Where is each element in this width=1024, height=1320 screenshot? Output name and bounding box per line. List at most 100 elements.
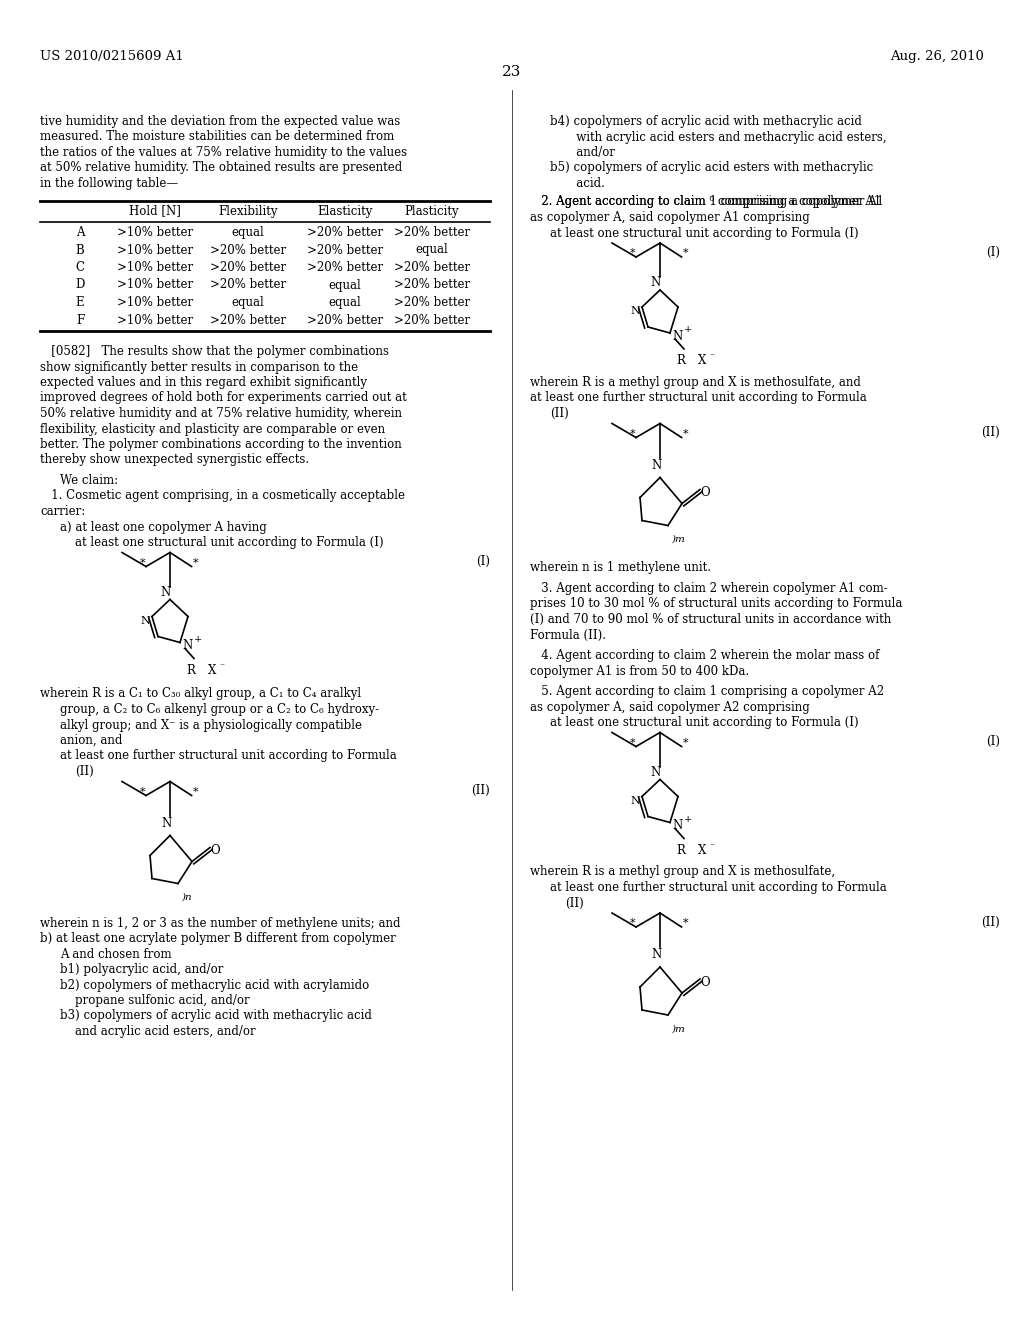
Text: N: N	[182, 639, 193, 652]
Text: as copolymer A, said copolymer A1 comprising: as copolymer A, said copolymer A1 compri…	[530, 211, 810, 224]
Text: (I) and 70 to 90 mol % of structural units in accordance with: (I) and 70 to 90 mol % of structural uni…	[530, 612, 891, 626]
Text: at 50% relative humidity. The obtained results are presented: at 50% relative humidity. The obtained r…	[40, 161, 402, 174]
Text: acid.: acid.	[565, 177, 605, 190]
Text: a) at least one copolymer A having: a) at least one copolymer A having	[60, 520, 266, 533]
Text: Formula (II).: Formula (II).	[530, 628, 606, 642]
Text: ⁻: ⁻	[709, 352, 714, 362]
Text: 2. Agent according to claim ⁰ comprising a copolymer A1: 2. Agent according to claim ⁰ comprising…	[530, 195, 882, 209]
Text: propane sulfonic acid, and/or: propane sulfonic acid, and/or	[75, 994, 250, 1007]
Text: and acrylic acid esters, and/or: and acrylic acid esters, and/or	[75, 1026, 256, 1038]
Text: >10% better: >10% better	[117, 243, 194, 256]
Text: N: N	[630, 796, 640, 805]
Text: measured. The moisture stabilities can be determined from: measured. The moisture stabilities can b…	[40, 131, 394, 144]
Text: in the following table—: in the following table—	[40, 177, 178, 190]
Text: at least one structural unit according to Formula (I): at least one structural unit according t…	[75, 536, 384, 549]
Text: >10% better: >10% better	[117, 279, 194, 292]
Text: (I): (I)	[986, 735, 1000, 748]
Text: +: +	[194, 635, 203, 644]
Text: as copolymer A, said copolymer A2 comprising: as copolymer A, said copolymer A2 compri…	[530, 701, 810, 714]
Text: N: N	[652, 949, 663, 961]
Text: 4. Agent according to claim 2 wherein the molar mass of: 4. Agent according to claim 2 wherein th…	[530, 649, 880, 663]
Text: (II): (II)	[471, 784, 490, 797]
Text: (I): (I)	[476, 554, 490, 568]
Text: E: E	[76, 296, 84, 309]
Text: R: R	[677, 355, 685, 367]
Text: *: *	[630, 738, 636, 747]
Text: >10% better: >10% better	[117, 296, 194, 309]
Text: b3) copolymers of acrylic acid with methacrylic acid: b3) copolymers of acrylic acid with meth…	[60, 1010, 372, 1023]
Text: copolymer A1 is from 50 to 400 kDa.: copolymer A1 is from 50 to 400 kDa.	[530, 664, 750, 677]
Text: *: *	[193, 787, 199, 796]
Text: R: R	[186, 664, 196, 677]
Text: wherein R is a methyl group and X is methosulfate,: wherein R is a methyl group and X is met…	[530, 866, 836, 879]
Text: >20% better: >20% better	[394, 261, 470, 275]
Text: )m: )m	[671, 1024, 685, 1034]
Text: >20% better: >20% better	[210, 314, 286, 326]
Text: +: +	[684, 814, 692, 824]
Text: equal: equal	[416, 243, 449, 256]
Text: thereby show unexpected synergistic effects.: thereby show unexpected synergistic effe…	[40, 454, 309, 466]
Text: tive humidity and the deviation from the expected value was: tive humidity and the deviation from the…	[40, 115, 400, 128]
Text: *: *	[683, 738, 688, 747]
Text: 5. Agent according to claim 1 comprising a copolymer A2: 5. Agent according to claim 1 comprising…	[530, 685, 884, 698]
Text: Elasticity: Elasticity	[317, 205, 373, 218]
Text: ⁻: ⁻	[219, 663, 224, 671]
Text: >20% better: >20% better	[394, 279, 470, 292]
Text: +: +	[684, 326, 692, 334]
Text: b4) copolymers of acrylic acid with methacrylic acid: b4) copolymers of acrylic acid with meth…	[550, 115, 862, 128]
Text: >10% better: >10% better	[117, 314, 194, 326]
Text: >20% better: >20% better	[307, 314, 383, 326]
Text: O: O	[700, 486, 710, 499]
Text: N: N	[672, 818, 682, 832]
Text: *: *	[683, 917, 688, 928]
Text: X: X	[697, 843, 707, 857]
Text: X: X	[697, 355, 707, 367]
Text: alkyl group; and X⁻ is a physiologically compatible: alkyl group; and X⁻ is a physiologically…	[60, 718, 362, 731]
Text: prises 10 to 30 mol % of structural units according to Formula: prises 10 to 30 mol % of structural unit…	[530, 598, 902, 610]
Text: Hold [N]: Hold [N]	[129, 205, 181, 218]
Text: >10% better: >10% better	[117, 261, 194, 275]
Text: 23: 23	[503, 65, 521, 79]
Text: >20% better: >20% better	[210, 243, 286, 256]
Text: the ratios of the values at 75% relative humidity to the values: the ratios of the values at 75% relative…	[40, 147, 408, 158]
Text: >20% better: >20% better	[307, 243, 383, 256]
Text: B: B	[76, 243, 84, 256]
Text: 3. Agent according to claim 2 wherein copolymer A1 com-: 3. Agent according to claim 2 wherein co…	[530, 582, 888, 595]
Text: show significantly better results in comparison to the: show significantly better results in com…	[40, 360, 358, 374]
Text: improved degrees of hold both for experiments carried out at: improved degrees of hold both for experi…	[40, 392, 407, 404]
Text: C: C	[76, 261, 85, 275]
Text: group, a C₂ to C₆ alkenyl group or a C₂ to C₆ hydroxy-: group, a C₂ to C₆ alkenyl group or a C₂ …	[60, 704, 379, 715]
Text: at least one further structural unit according to Formula: at least one further structural unit acc…	[60, 750, 396, 763]
Text: expected values and in this regard exhibit significantly: expected values and in this regard exhib…	[40, 376, 367, 389]
Text: (II): (II)	[75, 766, 94, 777]
Text: at least one structural unit according to Formula (I): at least one structural unit according t…	[550, 227, 859, 239]
Text: equal: equal	[231, 226, 264, 239]
Text: flexibility, elasticity and plasticity are comparable or even: flexibility, elasticity and plasticity a…	[40, 422, 385, 436]
Text: >10% better: >10% better	[117, 226, 194, 239]
Text: US 2010/0215609 A1: US 2010/0215609 A1	[40, 50, 183, 63]
Text: (II): (II)	[565, 896, 584, 909]
Text: Plasticity: Plasticity	[404, 205, 460, 218]
Text: N: N	[652, 459, 663, 473]
Text: (II): (II)	[550, 407, 568, 420]
Text: better. The polymer combinations according to the invention: better. The polymer combinations accordi…	[40, 438, 401, 451]
Text: (II): (II)	[981, 916, 1000, 928]
Text: with acrylic acid esters and methacrylic acid esters,: with acrylic acid esters and methacrylic…	[565, 131, 887, 144]
Text: F: F	[76, 314, 84, 326]
Text: *: *	[683, 429, 688, 438]
Text: >20% better: >20% better	[307, 261, 383, 275]
Text: [0582]   The results show that the polymer combinations: [0582] The results show that the polymer…	[40, 345, 389, 358]
Text: 50% relative humidity and at 75% relative humidity, wherein: 50% relative humidity and at 75% relativ…	[40, 407, 402, 420]
Text: wherein n is 1, 2 or 3 as the number of methylene units; and: wherein n is 1, 2 or 3 as the number of …	[40, 916, 400, 929]
Text: N: N	[161, 586, 171, 599]
Text: )m: )m	[671, 535, 685, 544]
Text: at least one structural unit according to Formula (I): at least one structural unit according t…	[550, 715, 859, 729]
Text: *: *	[193, 557, 199, 568]
Text: equal: equal	[329, 296, 361, 309]
Text: ⁻: ⁻	[709, 842, 714, 851]
Text: carrier:: carrier:	[40, 506, 85, 517]
Text: R: R	[677, 843, 685, 857]
Text: *: *	[140, 557, 145, 568]
Text: N: N	[651, 276, 662, 289]
Text: b2) copolymers of methacrylic acid with acrylamido: b2) copolymers of methacrylic acid with …	[60, 978, 370, 991]
